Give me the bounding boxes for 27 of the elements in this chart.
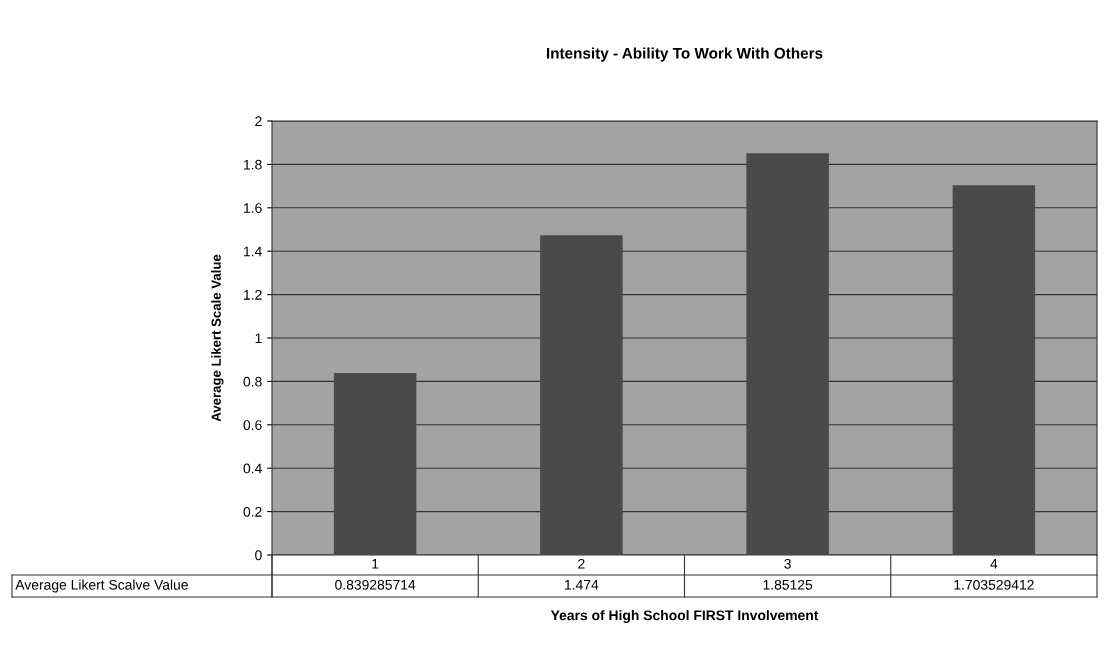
x-tick-label: 3 [784, 558, 791, 569]
chart-title: Intensity - Ability To Work With Others [546, 47, 823, 62]
data-label: 1.85125 [763, 579, 813, 590]
bar [540, 235, 623, 555]
bar [333, 372, 417, 555]
data-label: 1.474 [565, 580, 599, 590]
data-label: 1.703529412 [954, 579, 1034, 590]
y-tick-label: 0.6 [243, 420, 262, 430]
y-tick-label: 1.6 [244, 203, 262, 213]
bar [952, 185, 1036, 555]
x-tick-label: 1 [372, 559, 379, 569]
data-label: 0.839285714 [335, 579, 416, 590]
y-tick-label: 0.2 [243, 506, 262, 517]
bar [746, 153, 829, 555]
x-axis-title: Years of High School FIRST Involvement [550, 610, 819, 624]
text: Average Likert Scalve Value [15, 579, 188, 593]
y-tick-label: 0.4 [243, 463, 262, 474]
y-tick-label: 1.4 [244, 246, 262, 257]
y-tick-label: 2 [255, 116, 262, 127]
y-tick-label: 0 [255, 550, 262, 561]
y-axis-title: Average Likert Scale Value [211, 254, 224, 422]
x-tick-label: 2 [578, 558, 585, 569]
y-tick-label: 1.8 [244, 159, 262, 170]
y-tick-label: 1 [255, 333, 262, 344]
y-tick-label: 1.2 [244, 289, 262, 300]
y-tick-label: 0.8 [243, 376, 262, 387]
x-tick-label: 4 [990, 559, 998, 569]
